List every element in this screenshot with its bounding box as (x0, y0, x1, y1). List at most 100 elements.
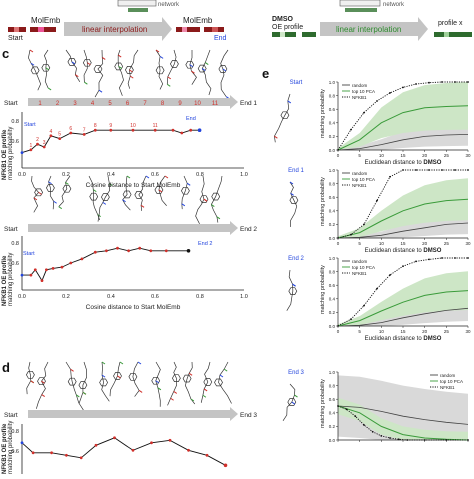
strip1-number: 4 (91, 101, 95, 107)
molecule-atom (70, 368, 74, 372)
e-ytick-label: 0.8 (329, 181, 336, 186)
c2-ylabel-bold: NFKB1 OE profile (2, 255, 8, 306)
molecule-bond (218, 361, 232, 404)
molecule-atom (126, 175, 131, 179)
e-xtick-label: 5 (358, 329, 361, 334)
d-ylabel: matching probability (8, 421, 14, 474)
molecule-atom (118, 66, 122, 69)
molecule-atom (289, 181, 294, 185)
e-random-line (337, 134, 469, 151)
molecule-atom (41, 394, 46, 397)
molecule-ring (124, 66, 134, 74)
molecule-ring (289, 196, 299, 204)
molecule-ring (25, 370, 35, 379)
path-point (79, 456, 83, 460)
molecule-ring (89, 192, 99, 201)
molecule-ring (62, 184, 72, 193)
path-point (60, 265, 64, 269)
molecule-atom (287, 100, 292, 104)
e-ylabel: matching probability (320, 89, 326, 138)
molecule-ring (288, 287, 298, 295)
molecule-atom (164, 175, 169, 179)
c-ylabel-bold: NFKB1 OE profile (2, 129, 8, 180)
strip3-end: End 3 (240, 412, 257, 419)
path-point-label: 1 (30, 143, 33, 149)
molecule-ring (45, 184, 55, 192)
path-point (82, 133, 86, 136)
e-xlabel-prefix: Euclidean distance to (365, 248, 424, 254)
e-nfkb1-point (337, 325, 339, 327)
molecule-bond (210, 175, 223, 223)
plot-c1-end: End (186, 116, 196, 122)
path-point (49, 134, 53, 138)
plot-c2-xtick-3: 0.6 (151, 294, 159, 300)
molecule-bond (31, 175, 40, 213)
path-point-label: 3 (43, 140, 46, 146)
plot-d-data (20, 436, 228, 468)
path-point (180, 131, 184, 135)
path-point-label: 10 (130, 123, 136, 129)
e-nfkb1-point (454, 169, 456, 171)
molecule-sketch (167, 361, 181, 406)
plot-c2-xtick-2: 0.4 (107, 294, 115, 300)
interp-label-right: linear interpolation (336, 25, 401, 34)
molecule-ring (100, 193, 110, 201)
molecule-atom (41, 380, 45, 384)
oe-bar-left (272, 32, 316, 37)
e-tag: End 1 (288, 168, 304, 174)
e-subplot-2: End 1 0.0 0.2 0.4 0.6 0.8 1.0 0 5 10 15 20 25 30 rando… (288, 168, 471, 254)
molecule-sketch (97, 175, 113, 222)
e-xtick-label: 30 (465, 153, 471, 158)
strip1-number: 6 (126, 101, 130, 107)
path-point-label: 11 (153, 123, 158, 129)
plot-c2-start: Start (23, 251, 35, 257)
e-nfkb1-point (467, 169, 469, 171)
path-point (171, 128, 175, 132)
molecule-bond (83, 49, 88, 83)
molecule-atom (203, 388, 208, 392)
plot-c2-ytick-08: 0.8 (11, 241, 19, 247)
molecule-atom (58, 206, 63, 210)
e-nfkb1-point (454, 257, 456, 259)
molecule-atom (155, 380, 159, 384)
molecule-sketch (134, 175, 150, 211)
molecule-atom (291, 401, 296, 405)
path-point (138, 246, 142, 250)
molecule-atom (167, 76, 172, 80)
path-point (80, 257, 84, 261)
e-nfkb1-point (402, 169, 404, 171)
path-point-label: 9 (109, 123, 112, 129)
e-subplot-3: End 2 0.0 0.2 0.4 0.6 0.8 1.0 0 5 10 15 20 25 30 rando… (286, 256, 471, 342)
plot-d-ytick-06: 0.6 (11, 449, 19, 455)
molecule-sketch (58, 175, 72, 210)
molecule-ring (199, 195, 209, 203)
e-xtick-label: 30 (465, 329, 471, 334)
molecule-atom (101, 374, 106, 378)
molecule-atom (188, 372, 193, 376)
e-nfkb1-point (363, 111, 365, 114)
e-xtick-label: 25 (444, 329, 450, 334)
plot-c1-start: Start (24, 122, 36, 128)
plot-c2-xtick-5: 1.0 (240, 294, 248, 300)
e-ytick-label: 0.2 (329, 222, 336, 227)
molecule-sketch (65, 49, 81, 82)
interp-label-left: linear interpolation (82, 25, 147, 34)
path-point (197, 128, 202, 132)
e-xtick-label: 20 (422, 329, 428, 334)
e-xtick-label: 10 (379, 153, 385, 158)
end-label-left: End (214, 35, 227, 42)
plot-c1: 0.8 0.6 0.0 0.2 0.4 0.6 0.8 1.0 Start En… (11, 112, 248, 178)
e-pca-band (338, 178, 468, 238)
e-nfkb1-point (337, 149, 339, 151)
molecule-sketch (154, 175, 169, 206)
molecule-sketch (128, 361, 143, 397)
path-point (187, 448, 190, 452)
molecule-sketch (124, 49, 139, 89)
molecule-atom (76, 394, 80, 398)
plot-d-ytick-08: 0.8 (11, 429, 19, 435)
e-ytick-label: 0.8 (329, 269, 336, 274)
interpolation-strip-2: Start End 2 (4, 221, 257, 235)
molecule-atom (145, 175, 150, 179)
molecule-atom (170, 397, 174, 401)
molecule-bond (65, 49, 81, 82)
